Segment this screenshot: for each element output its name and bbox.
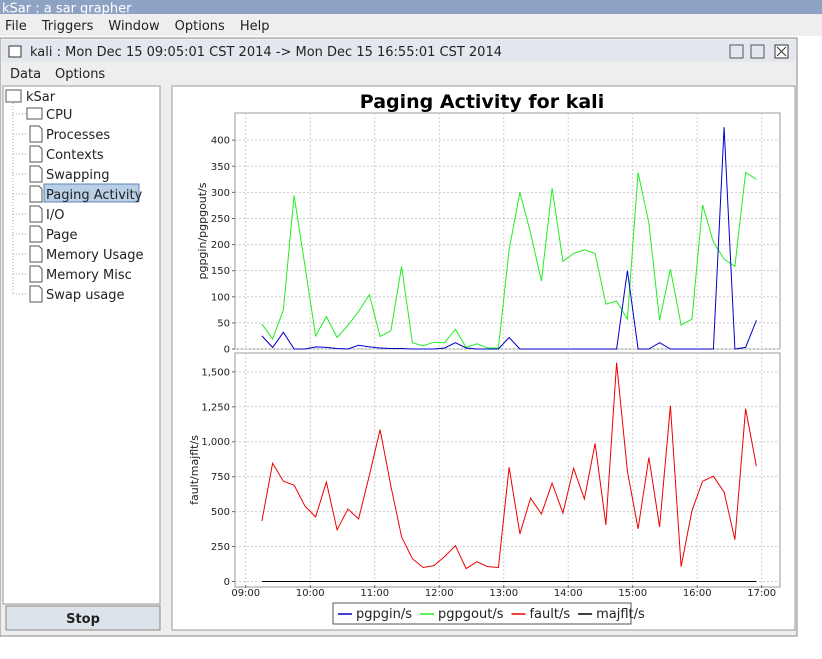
close-icon: [776, 46, 787, 57]
legend-label: fault/s: [529, 607, 570, 622]
root-icon: [5, 89, 22, 103]
menu-item[interactable]: Data: [10, 67, 41, 82]
x-tick-label: 15:00: [618, 588, 647, 599]
y-tick-label: 1,250: [201, 402, 230, 413]
frame-title: kali : Mon Dec 15 09:05:01 CST 2014 -> M…: [30, 45, 502, 60]
series-line: [261, 171, 757, 349]
x-tick-label: 12:00: [425, 588, 454, 599]
file-icon: [29, 265, 43, 283]
plot-area: [234, 352, 781, 588]
y-tick-label: 300: [211, 188, 230, 199]
menu-item[interactable]: Options: [55, 67, 105, 82]
legend-label: majflt/s: [596, 607, 645, 622]
tree-node[interactable]: Swap usage: [46, 288, 124, 303]
y-tick-label: 150: [211, 266, 230, 277]
stop-button[interactable]: [5, 605, 161, 631]
y-tick-label: 1,000: [201, 437, 230, 448]
file-icon: [29, 245, 43, 263]
frame-icon: [8, 45, 22, 58]
file-icon: [29, 285, 43, 303]
y-tick-label: 250: [211, 542, 230, 553]
y-tick-label: 1,500: [201, 367, 230, 378]
series-line: [261, 127, 757, 350]
file-icon: [29, 165, 43, 183]
series-line: [261, 362, 757, 570]
minimize-button[interactable]: [729, 44, 744, 59]
chart-title: Paging Activity for kali: [360, 91, 604, 113]
y-tick-label: 0: [224, 345, 230, 356]
app-title: kSar : a sar grapher: [2, 2, 132, 17]
y-tick-label: 400: [211, 136, 230, 147]
y-axis-label: fault/majflt/s: [188, 435, 201, 505]
file-icon: [29, 145, 43, 163]
tree-node[interactable]: Paging Activity: [46, 188, 143, 203]
y-tick-label: 200: [211, 240, 230, 251]
tree-root[interactable]: kSar: [26, 90, 56, 105]
file-icon: [29, 125, 43, 143]
selection: [43, 183, 140, 203]
frame-menu: Data Options: [10, 67, 105, 82]
stop-label: Stop: [66, 612, 100, 627]
title-bar: [0, 0, 822, 14]
x-tick-label: 13:00: [489, 588, 518, 599]
menu-bar: [0, 14, 822, 36]
folder-icon: [26, 107, 43, 120]
y-tick-label: 0: [224, 577, 230, 588]
menu-item[interactable]: Options: [175, 19, 225, 34]
x-tick-label: 11:00: [360, 588, 389, 599]
tree-node[interactable]: Processes: [46, 128, 110, 143]
file-icon: [29, 225, 43, 243]
plot-area: [234, 112, 781, 350]
menu-item[interactable]: Window: [108, 19, 160, 34]
legend: [332, 602, 632, 625]
tree-node[interactable]: Swapping: [46, 168, 109, 183]
x-tick-label: 16:00: [683, 588, 712, 599]
y-axis-label: pgpgin/pgpgout/s: [196, 182, 209, 279]
x-tick-label: 09:00: [231, 588, 260, 599]
file-icon: [29, 185, 43, 203]
tree: CPU Processes Contexts Swapping Paging Activ…: [13, 107, 144, 303]
legend-label: pgpgin/s: [356, 607, 412, 622]
tree-panel: [2, 85, 161, 605]
maximize-button[interactable]: [750, 44, 765, 59]
x-tick-label: 17:00: [747, 588, 776, 599]
tree-node[interactable]: Memory Misc: [46, 268, 132, 283]
y-tick-label: 750: [211, 472, 230, 483]
tree-node[interactable]: Contexts: [46, 148, 104, 163]
menu-item[interactable]: Triggers: [41, 19, 94, 34]
tree-node[interactable]: Page: [46, 228, 77, 243]
x-tick-label: 14:00: [554, 588, 583, 599]
menu: File Triggers Window Options Help: [5, 19, 269, 34]
legend-label: pgpgout/s: [438, 607, 504, 622]
menu-item[interactable]: Help: [240, 19, 270, 34]
y-tick-label: 100: [211, 292, 230, 303]
file-icon: [29, 205, 43, 223]
y-tick-label: 350: [211, 162, 230, 173]
y-tick-label: 50: [217, 318, 230, 329]
y-tick-label: 500: [211, 507, 230, 518]
y-tick-label: 250: [211, 214, 230, 225]
frame-title-bar: [2, 40, 795, 62]
x-tick-label: 10:00: [296, 588, 325, 599]
tree-node[interactable]: CPU: [46, 108, 72, 123]
menu-item[interactable]: File: [5, 19, 27, 34]
tree-node[interactable]: Memory Usage: [46, 248, 144, 263]
tree-node[interactable]: I/O: [46, 208, 64, 223]
